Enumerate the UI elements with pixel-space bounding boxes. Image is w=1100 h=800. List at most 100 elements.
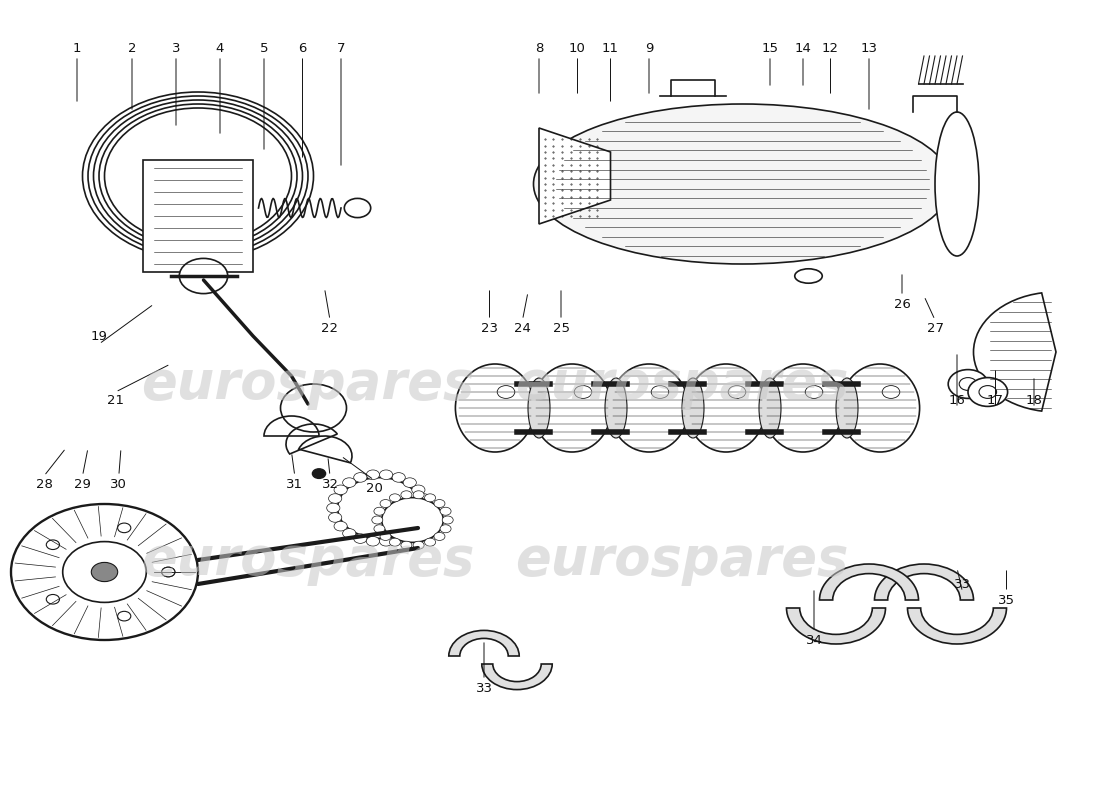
Text: 25: 25 [552, 322, 570, 334]
Circle shape [959, 378, 977, 390]
Circle shape [354, 473, 367, 482]
Circle shape [417, 513, 430, 522]
Ellipse shape [609, 364, 689, 452]
Circle shape [414, 490, 425, 498]
Text: 15: 15 [761, 42, 779, 54]
Circle shape [404, 529, 417, 538]
Text: 4: 4 [216, 42, 224, 54]
Circle shape [379, 470, 393, 479]
Circle shape [392, 473, 405, 482]
Circle shape [334, 485, 348, 494]
Circle shape [389, 538, 400, 546]
Circle shape [442, 516, 453, 524]
Circle shape [179, 258, 228, 294]
Text: 7: 7 [337, 42, 345, 54]
Text: 24: 24 [514, 322, 531, 334]
Circle shape [440, 507, 451, 515]
Circle shape [162, 567, 175, 577]
Text: 33: 33 [954, 578, 971, 590]
Circle shape [434, 499, 446, 507]
Wedge shape [449, 630, 519, 656]
Ellipse shape [763, 364, 843, 452]
Text: 30: 30 [110, 478, 128, 490]
Circle shape [400, 542, 411, 550]
Text: 21: 21 [107, 394, 124, 406]
Text: 1: 1 [73, 42, 81, 54]
Circle shape [63, 542, 146, 602]
Text: 2: 2 [128, 42, 136, 54]
Text: 27: 27 [926, 322, 944, 334]
Text: 11: 11 [602, 42, 619, 54]
Circle shape [327, 503, 340, 513]
Ellipse shape [682, 378, 704, 438]
Text: 34: 34 [805, 634, 823, 646]
Circle shape [440, 525, 451, 533]
Circle shape [372, 516, 383, 524]
Text: 26: 26 [893, 298, 911, 310]
Text: 35: 35 [998, 594, 1015, 606]
Text: eurospares: eurospares [141, 358, 475, 410]
Circle shape [338, 478, 421, 538]
Circle shape [805, 386, 823, 398]
Circle shape [404, 478, 417, 487]
Text: 14: 14 [794, 42, 812, 54]
Circle shape [728, 386, 746, 398]
Text: 10: 10 [569, 42, 586, 54]
Circle shape [968, 378, 1008, 406]
Circle shape [411, 485, 425, 494]
Circle shape [342, 529, 355, 538]
Circle shape [948, 370, 988, 398]
Wedge shape [974, 293, 1056, 411]
Circle shape [46, 594, 59, 604]
Text: 17: 17 [987, 394, 1004, 406]
Text: 3: 3 [172, 42, 180, 54]
Circle shape [374, 525, 385, 533]
Circle shape [417, 494, 430, 503]
Circle shape [574, 386, 592, 398]
Circle shape [382, 498, 443, 542]
Wedge shape [874, 564, 974, 600]
Text: 29: 29 [74, 478, 91, 490]
Text: 8: 8 [535, 42, 543, 54]
Text: 19: 19 [90, 330, 108, 342]
Text: 16: 16 [948, 394, 966, 406]
Circle shape [389, 494, 400, 502]
Text: 23: 23 [481, 322, 498, 334]
Circle shape [46, 540, 59, 550]
Circle shape [379, 499, 390, 507]
Circle shape [425, 494, 436, 502]
Ellipse shape [840, 364, 920, 452]
Ellipse shape [836, 378, 858, 438]
Text: 20: 20 [365, 482, 383, 494]
Circle shape [329, 513, 342, 522]
Circle shape [344, 198, 371, 218]
Circle shape [379, 533, 390, 541]
Circle shape [280, 384, 346, 432]
Circle shape [374, 507, 385, 515]
Wedge shape [482, 664, 552, 690]
Text: 22: 22 [321, 322, 339, 334]
Ellipse shape [605, 378, 627, 438]
Circle shape [392, 534, 405, 543]
Ellipse shape [455, 364, 535, 452]
Text: 18: 18 [1025, 394, 1043, 406]
Circle shape [334, 522, 348, 531]
Circle shape [11, 504, 198, 640]
Circle shape [162, 567, 175, 577]
Circle shape [434, 533, 446, 541]
Bar [143, 160, 253, 272]
Circle shape [342, 478, 355, 487]
Text: eurospares: eurospares [515, 358, 849, 410]
Ellipse shape [532, 364, 612, 452]
Text: eurospares: eurospares [141, 534, 475, 586]
Text: 5: 5 [260, 42, 268, 54]
Text: 13: 13 [860, 42, 878, 54]
Wedge shape [786, 608, 886, 644]
Circle shape [979, 386, 997, 398]
Circle shape [366, 537, 379, 546]
Circle shape [91, 562, 118, 582]
Circle shape [414, 542, 425, 550]
Text: 12: 12 [822, 42, 839, 54]
Wedge shape [820, 564, 918, 600]
Ellipse shape [534, 104, 952, 264]
